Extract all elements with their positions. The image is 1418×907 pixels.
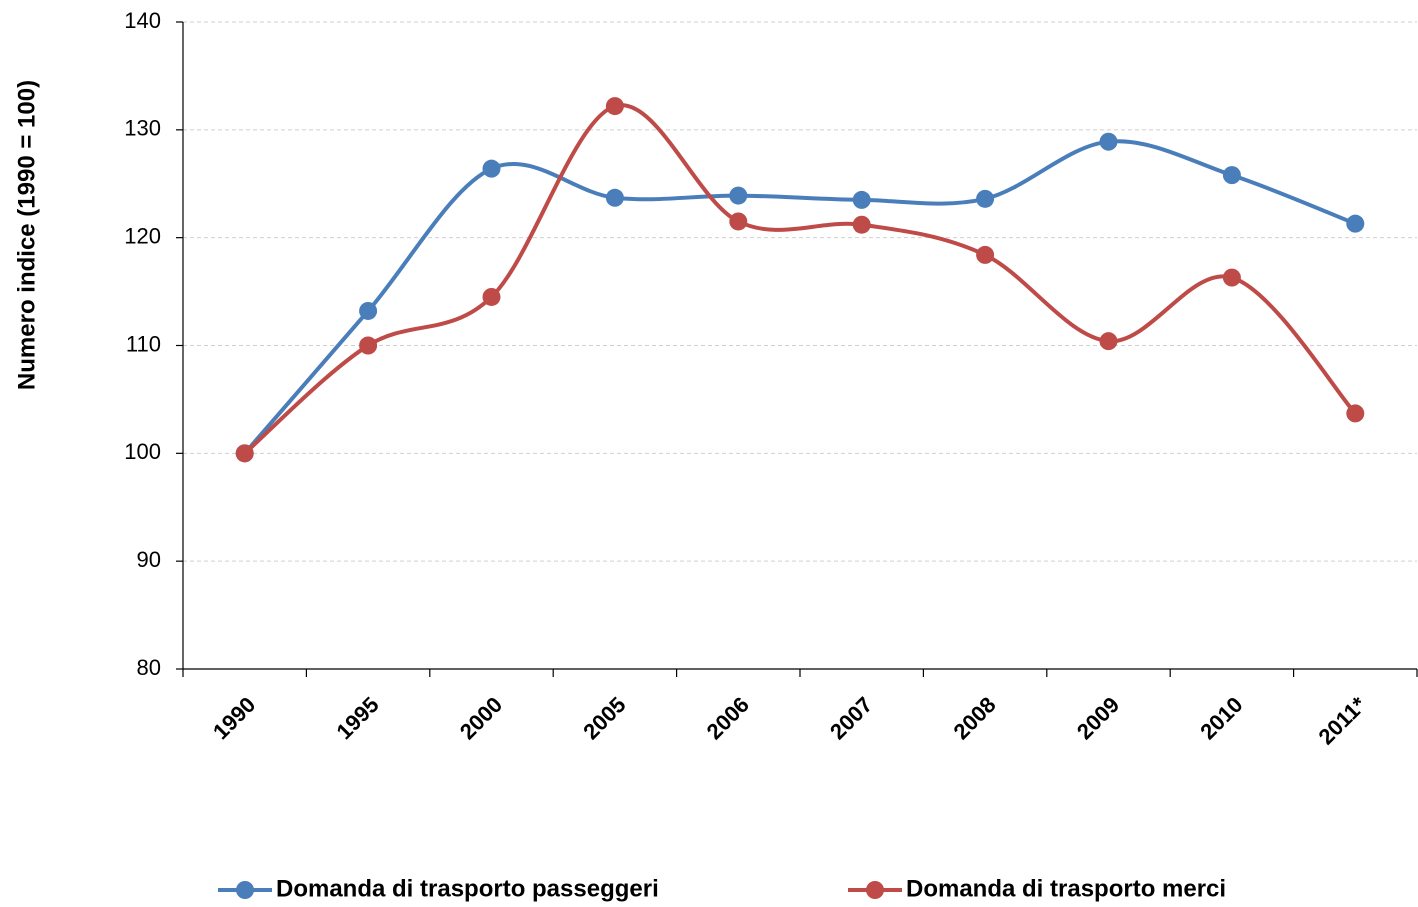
x-tick-label: 2006 [702, 692, 754, 744]
x-tick-label: 2008 [948, 692, 1000, 744]
y-tick-label: 100 [124, 439, 161, 464]
marker [482, 159, 501, 178]
marker [729, 186, 748, 205]
marker [1346, 404, 1365, 423]
marker [235, 444, 254, 463]
y-tick-label: 140 [124, 8, 161, 33]
marker [1099, 132, 1118, 151]
marker [605, 97, 624, 116]
marker [729, 212, 748, 231]
y-tick-label: 90 [137, 547, 161, 572]
x-tick-label: 2007 [825, 692, 877, 744]
legend-marker [236, 881, 254, 899]
series-line [243, 103, 1357, 455]
marker [1099, 332, 1118, 351]
marker [359, 301, 378, 320]
marker [605, 188, 624, 207]
x-tick-label: 2009 [1072, 692, 1124, 744]
marker [1346, 214, 1365, 233]
x-tick-label: 2010 [1195, 692, 1247, 744]
y-tick-label: 130 [124, 116, 161, 141]
legend-marker [866, 881, 884, 899]
x-tick-label: 2005 [578, 692, 630, 744]
y-axis-label: Numero indice (1990 = 100) [13, 80, 40, 390]
series-line [243, 139, 1357, 455]
marker [359, 336, 378, 355]
y-tick-label: 80 [137, 655, 161, 680]
legend-label: Domanda di trasporto merci [906, 875, 1226, 902]
marker [1222, 268, 1241, 287]
marker [976, 245, 995, 264]
x-tick-label: 2000 [455, 692, 507, 744]
x-tick-label: 2011* [1313, 692, 1371, 750]
y-tick-label: 110 [126, 331, 161, 356]
marker [852, 215, 871, 234]
legend-label: Domanda di trasporto passeggeri [276, 875, 659, 902]
x-tick-label: 1995 [331, 692, 383, 744]
marker [1222, 166, 1241, 185]
marker [482, 287, 501, 306]
x-tick-label: 1990 [208, 692, 260, 744]
marker [852, 190, 871, 209]
y-tick-label: 120 [124, 223, 161, 248]
marker [976, 189, 995, 208]
